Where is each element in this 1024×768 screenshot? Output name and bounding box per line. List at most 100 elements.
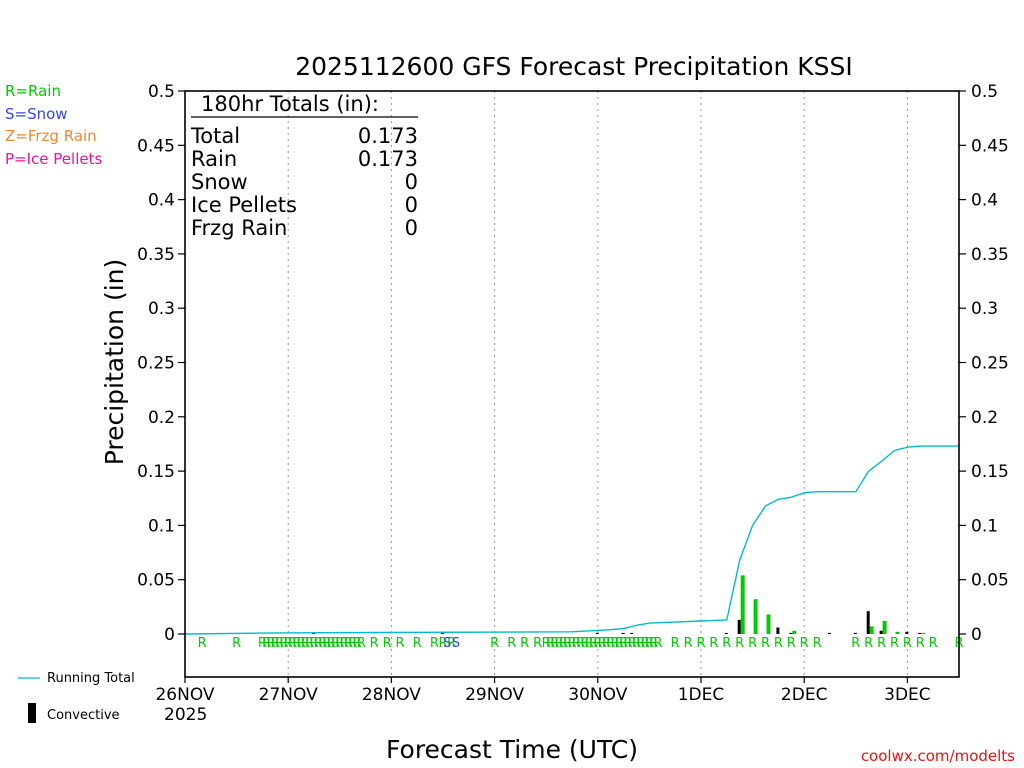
convective-bar xyxy=(879,630,883,634)
rain-marker: R xyxy=(348,636,357,651)
rain-marker: R xyxy=(645,636,654,651)
y-tick-label-right: 0.35 xyxy=(971,245,1009,265)
rain-marker: R xyxy=(438,636,447,651)
x-tick-label: 29NOV xyxy=(465,685,524,705)
y-tick-label-left: 0.3 xyxy=(148,299,175,319)
rain-marker: R xyxy=(490,636,499,651)
rain-marker: R xyxy=(598,636,607,651)
rain-marker: R xyxy=(288,636,297,651)
rain-bar xyxy=(766,614,771,634)
totals-row-label: Rain xyxy=(191,147,237,171)
rain-marker: R xyxy=(340,636,349,651)
rain-marker: R xyxy=(357,636,366,651)
rain-marker: R xyxy=(559,636,568,651)
rain-marker: R xyxy=(344,636,353,651)
rain-marker: R xyxy=(572,636,581,651)
y-tick-label-left: 0.35 xyxy=(137,245,175,265)
rain-marker: R xyxy=(413,636,422,651)
totals-row-value: 0 xyxy=(405,170,418,194)
rain-marker: R xyxy=(542,636,551,651)
rain-marker: R xyxy=(563,636,572,651)
convective-legend-label: Convective xyxy=(47,708,120,723)
y-tick-label-right: 0 xyxy=(971,625,982,645)
rain-marker: R xyxy=(576,636,585,651)
rain-marker: R xyxy=(520,636,529,651)
rain-marker: R xyxy=(864,636,873,651)
running-total-legend-label: Running Total xyxy=(47,671,135,686)
rain-marker: R xyxy=(877,636,886,651)
rain-marker: R xyxy=(800,636,809,651)
x-tick-label: 28NOV xyxy=(362,685,421,705)
legend-frzg-rain: Z=Frzg Rain xyxy=(5,127,97,145)
rain-marker: R xyxy=(761,636,770,651)
rain-marker: R xyxy=(748,636,757,651)
y-tick-label-left: 0.2 xyxy=(148,408,175,428)
totals-row-value: 0.173 xyxy=(358,124,418,148)
rain-marker: R xyxy=(628,636,637,651)
rain-marker: R xyxy=(550,636,559,651)
rain-marker: R xyxy=(649,636,658,651)
snow-marker: S xyxy=(443,636,451,651)
x-tick-label: 2DEC xyxy=(781,685,828,705)
rain-marker: R xyxy=(301,636,310,651)
legend-rain: R=Rain xyxy=(5,82,61,100)
rain-marker: R xyxy=(383,636,392,651)
convective-bar xyxy=(789,632,793,634)
y-tick-label-left: 0.4 xyxy=(148,191,175,211)
y-ticks-right: 0 0.05 0.1 0.15 0.2 0.25 0.3 0.35 0.4 0.45 0.5 xyxy=(959,82,1009,645)
rain-marker: R xyxy=(903,636,912,651)
legend-ice-pellets: P=Ice Pellets xyxy=(5,150,102,168)
totals-row-label: Frzg Rain xyxy=(191,216,287,240)
y-ticks-left: 0 0.05 0.1 0.15 0.2 0.25 0.3 0.35 0.4 0.45 0.5 xyxy=(137,82,185,645)
x-axis-title: Forecast Time (UTC) xyxy=(386,735,638,764)
rain-marker: R xyxy=(580,636,589,651)
x-tick-label: 26NOV xyxy=(155,685,214,705)
rain-bar xyxy=(740,575,745,634)
running-total-layer xyxy=(184,445,959,635)
rain-bar xyxy=(921,632,926,634)
convective-bar xyxy=(621,632,625,634)
convective-bar xyxy=(828,632,831,634)
rain-marker: R xyxy=(430,636,439,651)
rain-marker: R xyxy=(610,636,619,651)
plot-frame xyxy=(184,90,960,678)
totals-row-value: 0.173 xyxy=(358,147,418,171)
rain-marker: R xyxy=(696,636,705,651)
rain-marker: R xyxy=(787,636,796,651)
totals-row-value: 0 xyxy=(405,216,418,240)
y-tick-label-left: 0.1 xyxy=(148,516,175,536)
y-tick-label-right: 0.4 xyxy=(971,191,998,211)
rain-marker: R xyxy=(774,636,783,651)
convective-bar xyxy=(776,627,780,634)
legend-snow: S=Snow xyxy=(5,105,68,123)
rain-marker: R xyxy=(632,636,641,651)
rain-marker: R xyxy=(331,636,340,651)
x-tick-label: 27NOV xyxy=(259,685,318,705)
convective-bar xyxy=(918,632,922,634)
gridlines xyxy=(287,91,908,677)
rain-marker: R xyxy=(279,636,288,651)
totals-header: 180hr Totals (in): xyxy=(201,92,379,116)
rain-marker: R xyxy=(447,636,456,651)
rain-marker: R xyxy=(735,636,744,651)
rain-marker: R xyxy=(275,636,284,651)
rain-marker: R xyxy=(335,636,344,651)
rain-marker: R xyxy=(555,636,564,651)
y-tick-label-right: 0.45 xyxy=(971,136,1009,156)
rain-bar xyxy=(895,631,900,634)
rain-marker: R xyxy=(615,636,624,651)
rain-bar xyxy=(792,630,797,634)
rain-marker: R xyxy=(507,636,516,651)
convective-bar xyxy=(630,632,634,634)
rain-marker: R xyxy=(929,636,938,651)
rain-marker: R xyxy=(292,636,301,651)
rain-marker: R xyxy=(297,636,306,651)
year-label: 2025 xyxy=(164,705,207,725)
convective-bar xyxy=(853,632,857,634)
rain-marker: R xyxy=(318,636,327,651)
running-total-line xyxy=(184,445,959,635)
convective-bar xyxy=(866,611,870,634)
y-axis-title: Precipitation (in) xyxy=(100,259,129,466)
chart-title: 2025112600 GFS Forecast Precipitation KS… xyxy=(295,52,853,81)
y-tick-label-left: 0.15 xyxy=(137,462,175,482)
